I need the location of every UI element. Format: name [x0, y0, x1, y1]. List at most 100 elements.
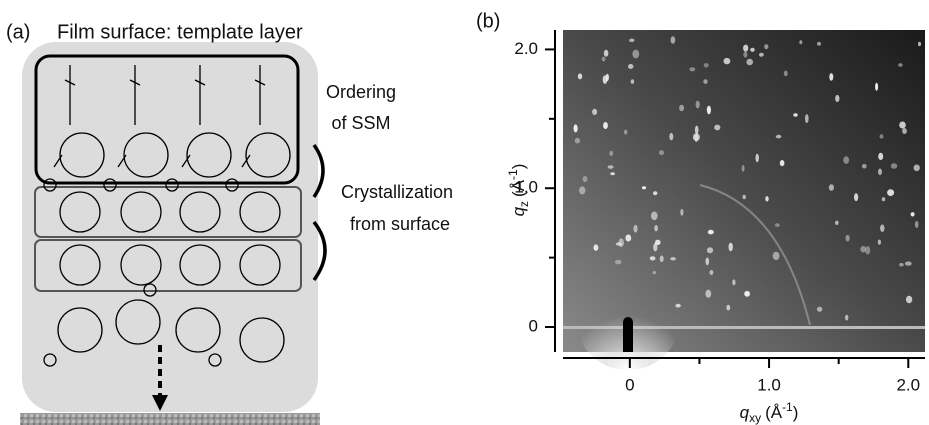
spot: [628, 64, 633, 69]
spot: [891, 163, 897, 169]
spot: [765, 196, 768, 201]
figure: (a) Film surface: template layer Orderin…: [0, 0, 929, 425]
unit: (Å: [765, 403, 783, 422]
spot: [878, 169, 882, 176]
spot: [775, 223, 780, 227]
spot: [918, 42, 921, 46]
spot: [835, 95, 839, 102]
spot: [887, 189, 894, 196]
spot: [799, 40, 802, 44]
spot: [776, 135, 782, 139]
spot: [899, 122, 906, 129]
spot: [756, 154, 759, 162]
spot: [899, 263, 904, 267]
spot: [689, 67, 695, 71]
spot: [829, 73, 833, 81]
x-tick-label: 1.0: [757, 375, 781, 394]
spot: [743, 52, 747, 58]
spot: [654, 225, 658, 231]
spot: [914, 165, 920, 172]
x-tick-label: 0: [625, 375, 634, 394]
spot: [882, 197, 885, 201]
spot: [726, 305, 730, 311]
spot: [707, 106, 711, 115]
spot: [846, 235, 850, 242]
x-tick-label: 2.0: [896, 375, 920, 394]
spot: [669, 133, 673, 140]
spot: [653, 191, 657, 195]
spot: [696, 101, 700, 109]
y-tick-label: 1.0: [514, 178, 538, 197]
spot: [860, 246, 866, 253]
spot: [773, 252, 780, 260]
subscript: z: [517, 201, 531, 207]
spot: [583, 176, 588, 182]
spot: [660, 255, 664, 262]
spot: [743, 45, 748, 52]
y-tick-label: 0: [529, 317, 538, 336]
superscript: -1: [782, 400, 793, 414]
spot: [592, 109, 597, 115]
spot: [579, 186, 585, 194]
spot: [843, 156, 849, 164]
substrate: [20, 413, 320, 425]
spot: [880, 225, 884, 232]
spot: [629, 39, 634, 43]
scattering-image: [563, 30, 925, 370]
spot: [624, 130, 627, 135]
spot: [898, 63, 902, 66]
spot: [724, 58, 731, 64]
spot: [632, 50, 639, 59]
spot: [817, 307, 822, 312]
spot: [742, 165, 745, 172]
spot: [759, 53, 764, 57]
spot: [608, 165, 614, 168]
spot: [714, 125, 720, 131]
spot: [631, 79, 635, 84]
spot: [729, 243, 733, 252]
spot: [679, 105, 684, 111]
spot: [750, 48, 755, 52]
spot: [902, 128, 907, 134]
spot: [655, 240, 661, 245]
spot: [915, 221, 919, 228]
schematic: [20, 42, 325, 425]
panel-label: (b): [476, 10, 500, 32]
spot: [705, 290, 711, 298]
spot: [610, 172, 615, 175]
spot: [708, 230, 714, 235]
spot: [670, 257, 676, 260]
spot: [862, 164, 867, 169]
spot: [905, 261, 912, 265]
spot: [764, 44, 768, 49]
spot: [615, 260, 622, 265]
spot: [780, 160, 785, 166]
spot: [609, 151, 613, 156]
annotation: Crystallization: [341, 182, 453, 202]
spot: [575, 138, 580, 144]
spot: [704, 63, 709, 67]
spot: [854, 193, 858, 201]
spot: [675, 304, 680, 308]
spot: [707, 247, 713, 253]
spot: [732, 279, 735, 285]
spot: [845, 315, 848, 321]
spot: [880, 134, 884, 138]
subscript: xy: [749, 411, 761, 425]
spot: [619, 238, 624, 247]
spot: [602, 57, 606, 62]
annotation: of SSM: [331, 113, 390, 133]
annotation: from surface: [350, 214, 450, 234]
spot: [703, 79, 707, 84]
spot: [784, 71, 788, 77]
spot: [680, 209, 683, 216]
spot: [695, 126, 699, 135]
spot: [710, 270, 714, 275]
spot: [650, 256, 656, 260]
spot: [659, 150, 664, 155]
close: ): [509, 164, 528, 170]
spot: [906, 296, 912, 303]
spot: [878, 240, 881, 245]
spot: [805, 114, 809, 123]
annotation: Ordering: [326, 82, 396, 102]
